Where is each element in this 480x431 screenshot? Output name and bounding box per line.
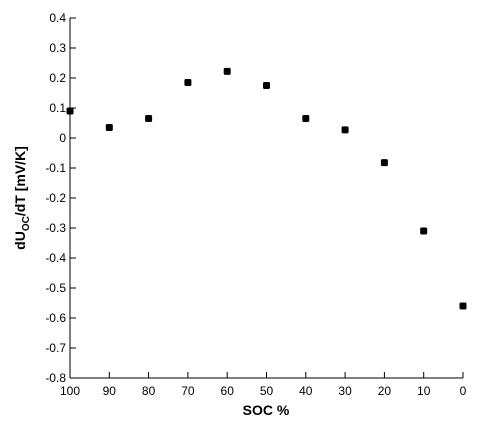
y-tick-label: 0 <box>59 131 66 145</box>
y-label-main: dU <box>12 231 28 250</box>
y-tick-label: -0.6 <box>45 311 66 325</box>
y-label-rest: /dT [mV/K] <box>12 146 28 216</box>
point <box>420 227 428 235</box>
x-tick-label: 100 <box>60 384 80 398</box>
y-tick-label: -0.5 <box>45 281 66 295</box>
y-tick-label: -0.4 <box>45 251 66 265</box>
x-axis-label: SOC % <box>243 402 290 418</box>
x-tick-label: 90 <box>103 384 117 398</box>
y-label-sub: OC <box>21 216 32 231</box>
y-tick-label: -0.3 <box>45 221 66 235</box>
x-tick-label: 40 <box>299 384 313 398</box>
x-tick-label: 30 <box>338 384 352 398</box>
point <box>341 126 349 134</box>
point <box>302 115 310 122</box>
point <box>263 82 270 89</box>
y-tick-label: -0.2 <box>45 191 66 205</box>
point <box>145 115 153 122</box>
y-tick-label: -0.8 <box>45 371 66 385</box>
x-tick-label: 10 <box>417 384 431 398</box>
y-tick-label: 0.1 <box>49 101 66 115</box>
y-axis-label: dUOC/dT [mV/K] <box>12 146 32 250</box>
y-tick-label: -0.1 <box>45 161 66 175</box>
y-tick-label: 0.3 <box>49 41 66 55</box>
point <box>184 79 192 86</box>
x-tick-label: 80 <box>142 384 156 398</box>
y-tick-label: -0.7 <box>45 341 66 355</box>
point <box>105 124 113 131</box>
x-tick-label: 20 <box>378 384 392 398</box>
point <box>223 67 231 75</box>
y-tick-label: 0.4 <box>49 11 66 25</box>
x-tick-label: 60 <box>221 384 235 398</box>
x-tick-label: 70 <box>181 384 195 398</box>
point <box>459 302 467 310</box>
point <box>380 159 388 167</box>
y-tick-label: 0.2 <box>49 71 66 85</box>
x-tick-label: 50 <box>260 384 274 398</box>
x-tick-label: 0 <box>460 384 467 398</box>
point <box>66 107 74 115</box>
